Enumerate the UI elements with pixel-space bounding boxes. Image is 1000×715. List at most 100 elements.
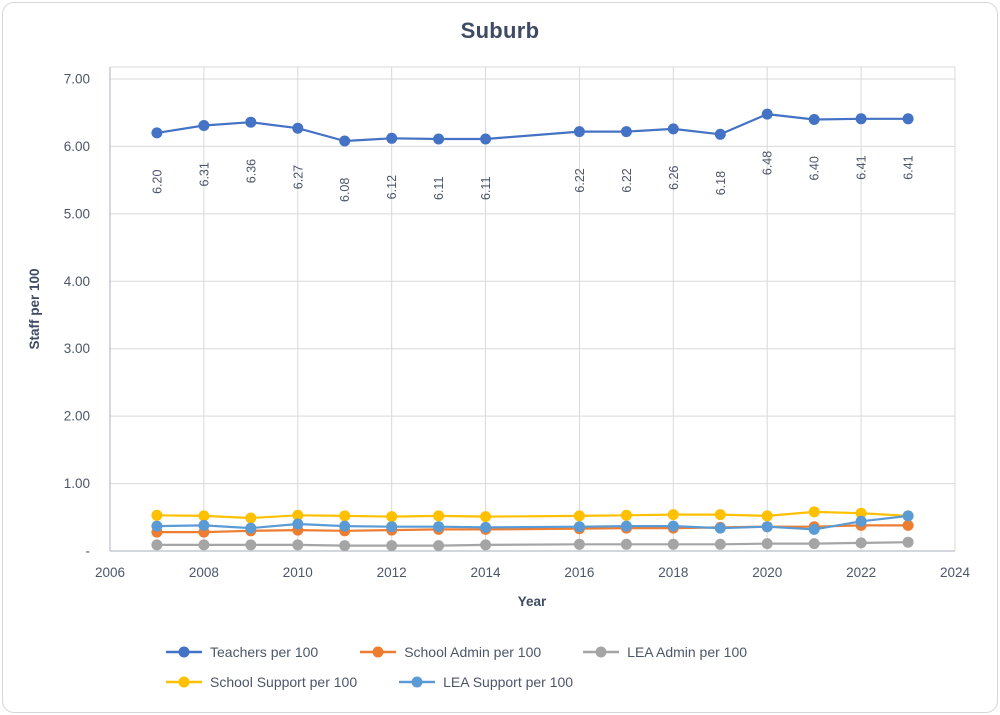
x-tick-label: 2016 [564,565,594,580]
y-tick-label: 6.00 [64,139,90,154]
data-point [573,538,585,550]
data-point [714,509,726,521]
legend-item-teachers-per-100: Teachers per 100 [166,644,318,660]
series-line [156,541,909,547]
x-tick-label: 2006 [95,565,125,580]
x-tick-label: 2024 [940,565,971,580]
data-point [855,537,867,549]
data-point [198,510,210,522]
data-point [714,128,726,140]
data-point [433,521,445,533]
legend-marker-icon [166,675,202,689]
data-label: 6.31 [197,162,211,186]
data-label: 6.22 [620,168,634,192]
series-line [156,514,909,531]
data-point [480,539,492,551]
y-tick-label: - [86,544,91,559]
data-point [761,108,773,120]
x-tick-label: 2018 [658,565,688,580]
data-point [714,538,726,550]
legend-marker-icon [399,675,436,689]
data-point [808,538,820,550]
legend-label: Teachers per 100 [210,644,319,660]
data-point [573,510,585,522]
data-point [761,521,773,533]
data-point [433,510,445,522]
x-tick-label: 2022 [846,565,876,580]
data-label: 6.20 [150,170,164,194]
y-axis-title: Staff per 100 [27,268,42,350]
data-point [386,511,398,523]
data-label: 6.26 [667,166,681,190]
y-tick-label: 5.00 [64,206,90,221]
legend-label: School Support per 100 [210,674,358,690]
data-point [245,522,257,534]
data-point [339,135,351,147]
data-point [433,133,445,145]
data-point [151,509,163,521]
data-point [386,132,398,144]
series-line [156,510,909,520]
data-point [808,523,820,535]
legend-item-school-admin-per-100: School Admin per 100 [360,644,541,660]
data-label: 6.40 [808,156,822,180]
x-tick-label: 2010 [283,565,313,580]
data-point [620,126,632,138]
legend-marker-icon [360,645,397,659]
chart-title: Suburb [460,18,540,43]
chart-legend: Teachers per 100 School Admin per 100 LEA … [166,644,846,690]
data-label: 6.18 [714,171,728,195]
legend-label: LEA Support per 100 [443,674,574,690]
data-point [620,509,632,521]
data-point [667,509,679,521]
x-axis-title: Year [517,594,547,609]
y-tick-label: 1.00 [64,476,90,491]
data-point [198,519,210,531]
data-label: 6.12 [385,175,399,199]
data-point [620,520,632,532]
y-tick-label: 2.00 [64,409,90,424]
data-point [761,538,773,550]
data-point [292,509,304,521]
data-point [198,539,210,551]
data-point [714,522,726,534]
data-point [761,510,773,522]
y-tick-label: 4.00 [64,274,90,289]
data-point [245,539,257,551]
data-label: 6.48 [761,151,775,175]
data-label: 6.41 [855,155,869,179]
data-point [292,122,304,134]
data-label: 6.22 [573,168,587,192]
x-tick-label: 2014 [471,565,502,580]
data-point [339,510,351,522]
data-point [573,521,585,533]
x-tick-label: 2008 [189,565,219,580]
data-point [480,133,492,145]
data-label: 6.41 [902,155,916,179]
y-tick-label: 7.00 [64,72,90,87]
data-point [573,126,585,138]
x-tick-label: 2020 [752,565,782,580]
data-point [902,519,914,531]
legend-marker-icon [166,645,202,659]
data-point [855,507,867,519]
data-point [433,540,445,552]
data-point [480,521,492,533]
data-label: 6.11 [479,177,493,200]
data-point [667,520,679,532]
data-point [292,539,304,551]
data-point [620,538,632,550]
data-point [386,540,398,552]
data-point [339,520,351,532]
x-tick-label: 2012 [377,565,407,580]
data-point [245,116,257,128]
data-point [855,113,867,125]
data-point [151,539,163,551]
data-point [902,536,914,548]
data-point [855,515,867,527]
series-line [156,524,909,534]
data-point [902,510,914,522]
data-label: 6.27 [291,165,305,189]
